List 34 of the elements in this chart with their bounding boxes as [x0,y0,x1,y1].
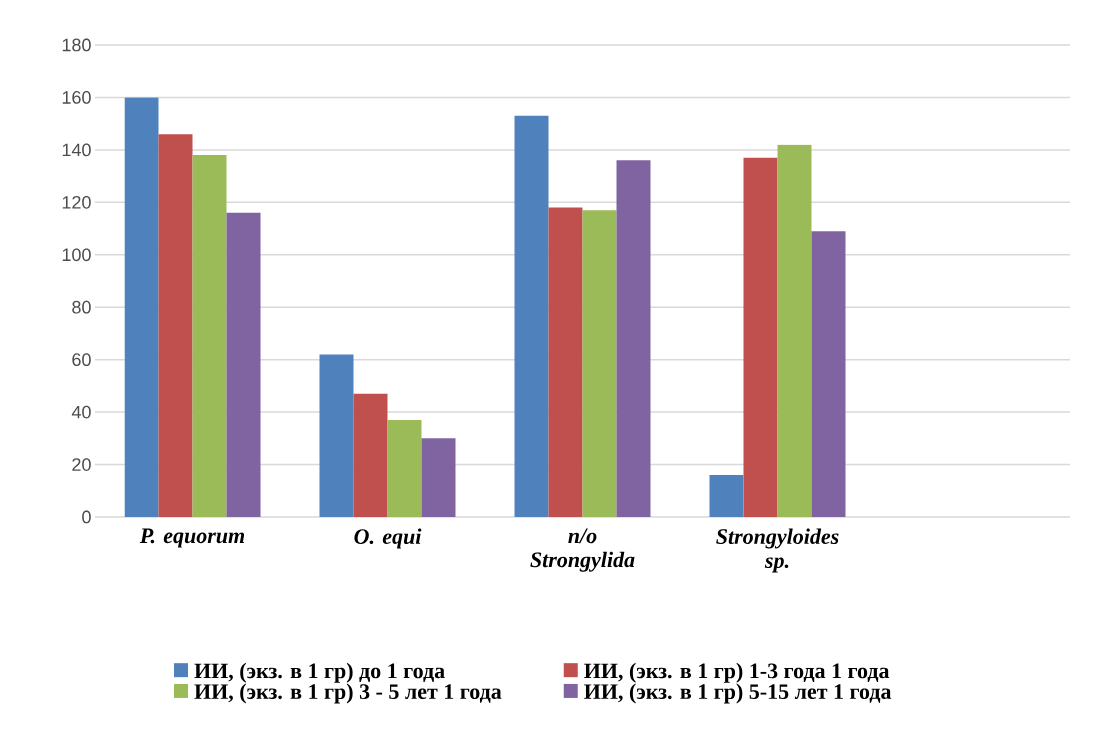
bar [124,97,159,517]
bar [582,210,617,517]
bar [811,231,846,517]
y-tick-label: 120 [62,195,91,209]
y-tick-label: 100 [62,248,91,262]
x-tick-label: P. equorum [139,528,245,548]
bar [743,157,778,517]
bar [319,354,354,517]
bar [616,160,651,517]
bar [777,144,812,517]
x-tick-label: Strongyloides sp. [716,528,839,573]
legend-label: ИИ, (экз. в 1 гр) 3 - 5 лет 1 года [194,683,502,704]
y-tick-label: 140 [62,143,91,157]
x-tick-label: n/o Strongylida [530,528,635,572]
legend-label: ИИ, (экз. в 1 гр) до 1 года [194,662,445,683]
y-tick-label: 80 [72,300,91,314]
y-tick-label: 0 [82,510,91,524]
x-tick-label: O. equi [354,528,422,549]
legend-label: ИИ, (экз. в 1 гр) 5-15 лет 1 года [584,683,892,704]
bar [709,475,744,517]
legend-label: ИИ, (экз. в 1 гр) 1-3 года 1 года [584,662,890,683]
bar [158,134,193,517]
y-tick-label: 60 [72,353,91,367]
y-tick-label: 180 [62,38,91,52]
bar [548,207,583,517]
y-tick-label: 160 [62,91,91,104]
bar [421,438,456,517]
bar [387,419,422,517]
bar [226,212,261,517]
bar [192,155,227,517]
y-tick-label: 20 [72,458,91,471]
y-tick-label: 40 [71,405,91,419]
bar [353,393,388,517]
bar [514,115,549,517]
